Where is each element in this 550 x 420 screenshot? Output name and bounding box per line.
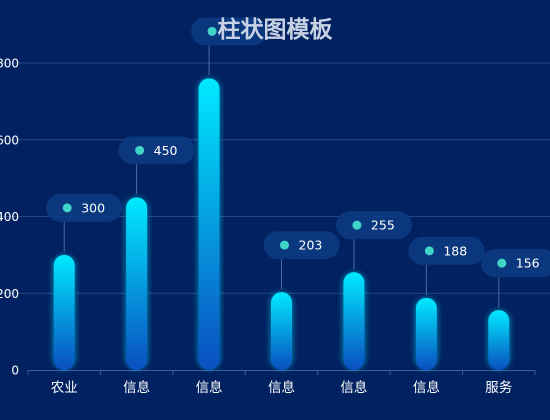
label-badge bbox=[335, 211, 412, 240]
label-dot bbox=[207, 26, 217, 36]
y-axis-tick-labels: 0 200 400 600 800 bbox=[0, 57, 19, 378]
x-axis-tick-labels: 农业 信息 信息 信息 信息 信息 服务 bbox=[51, 379, 513, 396]
bar bbox=[126, 197, 148, 370]
data-label: 188 bbox=[443, 243, 467, 258]
x-tick-label: 信息 bbox=[340, 379, 367, 396]
data-label: 255 bbox=[371, 218, 395, 233]
y-tick-label: 600 bbox=[0, 133, 19, 147]
x-axis bbox=[27, 370, 536, 375]
label-dot bbox=[135, 145, 145, 155]
y-tick-label: 400 bbox=[0, 210, 19, 224]
data-label: 300 bbox=[81, 200, 105, 215]
label-badge bbox=[191, 17, 268, 46]
label-dot bbox=[62, 203, 72, 213]
x-tick-label: 信息 bbox=[413, 379, 440, 396]
label-badge bbox=[480, 249, 550, 278]
y-tick-label: 800 bbox=[0, 57, 19, 71]
x-tick-label: 信息 bbox=[268, 379, 295, 396]
data-labels: 300 450 203 255 188 156 bbox=[46, 17, 550, 308]
bar bbox=[343, 272, 365, 370]
label-badge bbox=[46, 193, 123, 222]
chart-title: 柱状图模板 bbox=[218, 16, 334, 43]
y-tick-label: 200 bbox=[0, 287, 19, 301]
x-tick-label: 服务 bbox=[485, 380, 512, 396]
bar bbox=[198, 78, 220, 370]
data-label: 450 bbox=[154, 143, 178, 158]
label-badge bbox=[263, 231, 340, 260]
data-label: 203 bbox=[299, 238, 323, 253]
x-tick-label: 信息 bbox=[196, 379, 223, 396]
bar bbox=[488, 310, 510, 370]
label-dot bbox=[497, 258, 507, 268]
bar bbox=[415, 297, 437, 370]
label-dot bbox=[424, 246, 434, 256]
label-dot bbox=[280, 240, 289, 250]
y-tick-label: 0 bbox=[11, 364, 19, 378]
x-tick-label: 信息 bbox=[123, 379, 150, 396]
label-dot bbox=[352, 220, 362, 230]
label-badge bbox=[408, 236, 485, 265]
bar bbox=[271, 292, 292, 370]
data-label: 156 bbox=[516, 256, 540, 271]
x-tick-label: 农业 bbox=[51, 380, 78, 396]
bar bbox=[53, 254, 75, 370]
bars bbox=[51, 77, 512, 370]
label-badge bbox=[118, 136, 195, 165]
